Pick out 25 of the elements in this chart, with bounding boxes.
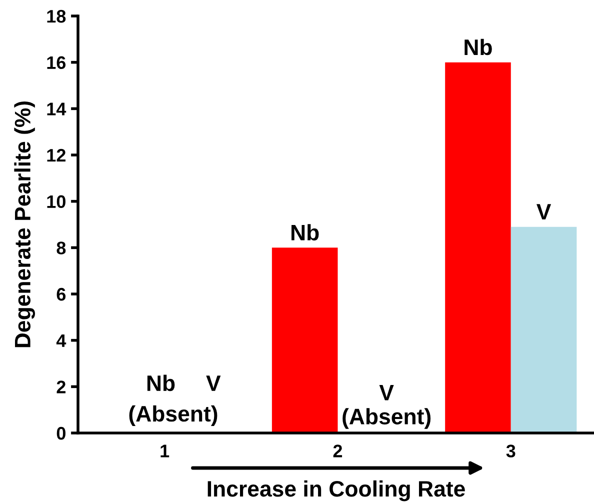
y-tick-label: 0 bbox=[56, 426, 66, 440]
y-tick-label: 8 bbox=[56, 242, 66, 254]
text: Nb bbox=[147, 374, 175, 392]
y-tick-label: 18 bbox=[47, 10, 66, 23]
y-tick-label: 16 bbox=[47, 56, 66, 70]
data-label: V bbox=[536, 204, 552, 220]
x-tick-label: 3 bbox=[506, 444, 516, 458]
y-tick-label: 10 bbox=[47, 195, 66, 208]
y-tick-label: 14 bbox=[47, 102, 66, 116]
x-axis-title: Increase in Cooling Rate bbox=[208, 480, 465, 502]
y-tick-label: 4 bbox=[56, 334, 66, 347]
bar bbox=[445, 62, 511, 433]
data-label: Nb bbox=[292, 224, 319, 240]
y-tick-label: 2 bbox=[56, 380, 66, 394]
x-tick-label: 2 bbox=[333, 444, 342, 458]
y-tick-label: 12 bbox=[47, 148, 66, 162]
x-tick-label: 1 bbox=[160, 444, 170, 458]
y-axis-title: Degenerate Pearlite (%) bbox=[14, 101, 35, 348]
bar bbox=[272, 248, 338, 433]
text: V (Absent) bbox=[342, 385, 431, 429]
text: V bbox=[206, 376, 221, 391]
annotation: (Absent) bbox=[129, 405, 218, 426]
data-label: Nb bbox=[464, 38, 492, 56]
bar bbox=[510, 226, 577, 433]
y-tick-label: 6 bbox=[56, 288, 66, 301]
